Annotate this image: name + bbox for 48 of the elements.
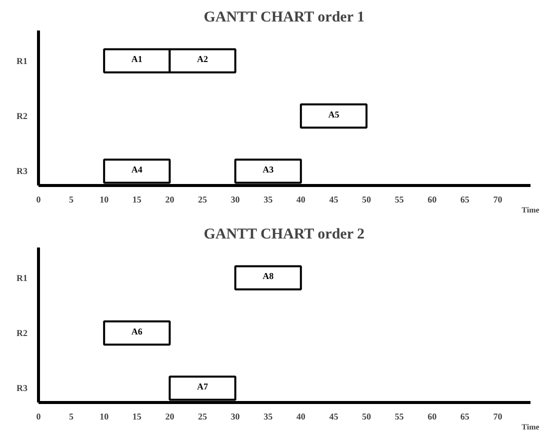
x-tick-label: 65 [460, 412, 470, 422]
series-label: A7 [197, 382, 208, 392]
series-label: A4 [131, 164, 143, 175]
x-tick-label: 60 [428, 412, 438, 422]
x-tick-label: 70 [493, 194, 503, 204]
x-tick-label: 40 [296, 194, 306, 204]
x-tick-label: 5 [69, 412, 74, 422]
x-tick-label: 55 [394, 194, 404, 204]
y-tick-label: R2 [16, 111, 28, 121]
x-tick-label: 20 [165, 194, 175, 204]
x-tick-label: 0 [36, 412, 42, 422]
x-axis-title: Time [522, 422, 540, 432]
x-tick-label: 15 [132, 194, 142, 204]
x-tick-label: 10 [100, 194, 110, 204]
chart-title: GANTT CHART order 2 [204, 226, 364, 242]
x-tick-label: 45 [329, 412, 339, 422]
x-tick-label: 30 [230, 412, 240, 422]
x-tick-label: 50 [362, 194, 372, 204]
x-tick-label: 35 [264, 412, 274, 422]
series-label: A5 [328, 109, 340, 120]
x-tick-label: 25 [198, 412, 208, 422]
series-label: A3 [262, 164, 274, 175]
x-tick-label: 35 [264, 194, 274, 204]
series-label: A6 [131, 326, 143, 336]
series-label: A8 [262, 271, 274, 282]
x-tick-label: 0 [36, 194, 42, 204]
x-tick-label: 40 [296, 412, 306, 422]
chart-title: GANTT CHART order 1 [204, 10, 364, 26]
x-tick-label: 10 [100, 412, 110, 422]
x-tick-label: 5 [69, 194, 74, 204]
series-label: A1 [131, 54, 143, 64]
series-label: A2 [197, 54, 208, 64]
x-axis-title: Time [522, 206, 540, 214]
x-tick-label: 65 [460, 194, 470, 204]
x-tick-label: 60 [428, 194, 438, 204]
y-tick-label: R1 [16, 272, 28, 283]
x-tick-label: 70 [493, 412, 503, 422]
y-tick-label: R3 [16, 383, 28, 394]
x-tick-label: 55 [394, 412, 404, 422]
x-tick-label: 15 [132, 412, 142, 422]
y-tick-label: R3 [16, 166, 28, 176]
x-tick-label: 45 [329, 194, 339, 204]
x-tick-label: 25 [198, 194, 208, 204]
x-tick-label: 30 [230, 194, 240, 204]
x-tick-label: 20 [165, 412, 175, 422]
x-tick-label: 50 [362, 412, 372, 422]
y-tick-label: R2 [16, 328, 28, 338]
y-tick-label: R1 [16, 56, 28, 66]
